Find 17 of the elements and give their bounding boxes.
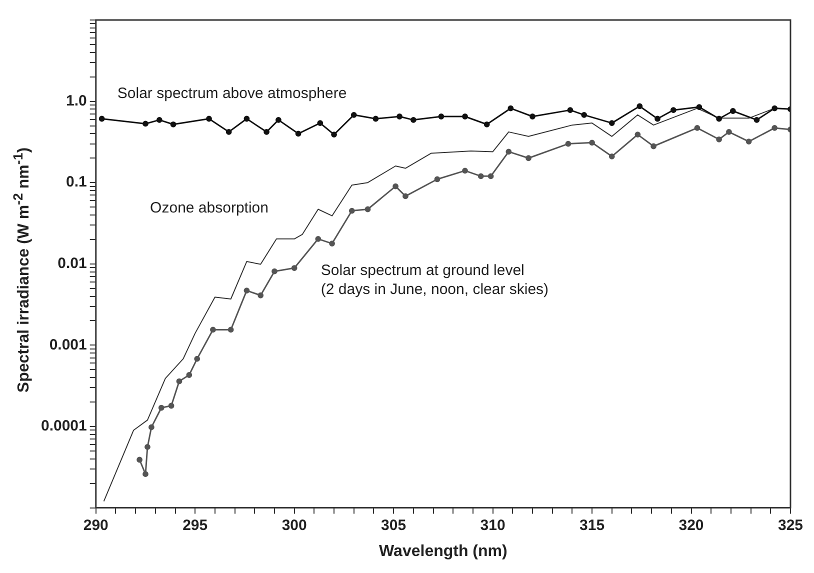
- x-tick-label: 325: [778, 516, 803, 534]
- annotation: Ozone absorption: [150, 199, 268, 216]
- y-tick-label: 0.001: [49, 336, 87, 354]
- x-axis-title: Wavelength (nm): [379, 542, 508, 560]
- y-tick-label: 0.01: [58, 255, 87, 272]
- y-tick-label: 0.1: [66, 174, 87, 191]
- x-tick-label: 300: [282, 516, 307, 534]
- annotation: Solar spectrum at ground level (2 days in June, noon, clear skies): [320, 262, 549, 298]
- x-tick-label: 310: [480, 516, 506, 534]
- annotation: Solar spectrum above atmosphere: [117, 84, 347, 102]
- x-tick-label: 320: [678, 516, 704, 534]
- x-tick-label: 290: [83, 516, 108, 534]
- x-tick-label: 315: [580, 516, 605, 534]
- x-tick-label: 295: [182, 516, 208, 534]
- x-tick-label: 305: [381, 516, 406, 534]
- y-tick-label: 1.0: [66, 92, 87, 110]
- y-tick-label: 0.0001: [40, 418, 87, 435]
